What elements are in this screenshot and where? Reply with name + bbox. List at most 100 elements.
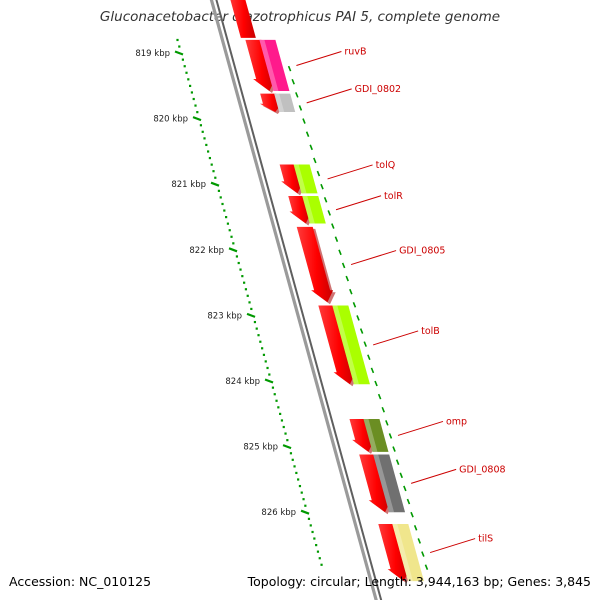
cds-arrow <box>245 39 276 92</box>
gene-label: tolR <box>384 191 403 202</box>
scale-minor-tick <box>255 327 258 330</box>
scale-minor-tick <box>259 340 262 343</box>
feature-block-highlight <box>373 454 395 513</box>
cds-arrow <box>349 419 375 452</box>
feature-lane-tick <box>399 472 403 479</box>
scale-kbp-label: 821 kbp <box>171 180 206 190</box>
scale-minor-tick <box>225 216 228 219</box>
scale-minor-tick <box>280 419 284 422</box>
feature-block <box>293 164 318 194</box>
feature-block-highlight <box>302 196 315 224</box>
scale-minor-tick <box>311 530 314 534</box>
scale-minor-tick <box>181 58 185 61</box>
feature-lane-tick <box>349 288 353 295</box>
gene-leader-line <box>327 164 373 180</box>
scale-minor-tick <box>261 347 264 350</box>
feature-lane-tick <box>302 118 306 124</box>
scale-minor-tick <box>207 150 210 153</box>
scale-minor-tick <box>243 281 246 284</box>
feature-lane-tick <box>395 459 400 466</box>
scale-minor-tick <box>318 557 321 560</box>
scale-minor-tick <box>289 452 293 455</box>
scale-minor-tick <box>293 465 296 468</box>
scale-minor-tick <box>266 366 269 370</box>
feature-lane-tick <box>291 78 295 85</box>
scale-major-tick <box>264 378 274 384</box>
feature-lane-tick <box>377 393 382 400</box>
scale-kbp-label: 820 kbp <box>153 115 188 125</box>
gene-leader-line <box>335 195 382 211</box>
scale-minor-tick <box>248 301 251 304</box>
scale-minor-tick <box>190 91 194 94</box>
feature-lane-tick <box>363 341 367 347</box>
gene-leader-line <box>397 420 444 436</box>
scale-minor-tick <box>279 412 282 415</box>
feature-lane-tick <box>370 367 375 374</box>
scale-minor-tick <box>219 196 222 199</box>
scale-minor-tick <box>297 478 300 481</box>
scale-minor-tick <box>300 491 303 494</box>
scale-minor-tick <box>257 334 260 337</box>
scale-minor-tick <box>194 104 197 107</box>
feature-lane-tick <box>305 131 310 138</box>
gene-leader-line <box>410 468 457 484</box>
feature-lane-tick <box>352 301 357 308</box>
feature-block <box>274 93 296 113</box>
gene-label: tolQ <box>376 160 396 171</box>
scale-minor-tick <box>201 130 204 133</box>
gene-label: tolB <box>421 326 440 337</box>
map-title: Gluconacetobacter diazotrophicus PAI 5, … <box>99 9 501 25</box>
scale-major-tick <box>174 50 184 56</box>
scale-minor-tick <box>282 425 285 429</box>
feature-lane-tick <box>417 538 421 544</box>
feature-lane-tick <box>392 446 396 452</box>
gene-leader-line <box>429 538 476 554</box>
scale-minor-tick <box>189 84 192 87</box>
cds-arrow <box>296 226 334 303</box>
genome-summary-text: Topology: circular; Length: 3,944,163 bp… <box>247 574 591 589</box>
feature-lane-tick <box>388 433 393 439</box>
feature-lane-tick <box>406 498 411 505</box>
feature-lane-tick <box>295 92 299 98</box>
gene-leader-line <box>296 50 342 66</box>
scale-minor-tick <box>295 471 298 475</box>
scale-minor-tick <box>212 170 215 173</box>
scale-minor-tick <box>223 209 226 212</box>
scale-minor-tick <box>315 544 318 547</box>
feature-lane-tick <box>338 249 342 256</box>
scale-major-tick <box>246 312 256 318</box>
accession-text: Accession: NC_010125 <box>9 574 152 589</box>
scale-minor-tick <box>275 399 278 402</box>
feature-lane-tick <box>421 551 425 557</box>
gene-leader-line <box>372 330 419 346</box>
feature-block-highlight <box>332 305 359 385</box>
scale-minor-tick <box>183 65 186 68</box>
feature-lane-tick <box>374 380 378 387</box>
feature-lane-tick <box>367 354 371 361</box>
feature-lane-tick <box>334 236 339 242</box>
scale-minor-tick <box>253 320 257 324</box>
feature-lane-tick <box>410 511 414 518</box>
scale-minor-tick <box>291 458 294 461</box>
scale-minor-tick <box>232 242 235 245</box>
scale-minor-tick <box>235 255 239 258</box>
scale-minor-tick <box>286 439 289 442</box>
feature-block <box>302 196 326 224</box>
gene-label: tilS <box>478 534 493 545</box>
scale-minor-tick <box>307 517 311 520</box>
gene-label: GDI_0805 <box>399 246 445 257</box>
feature-lane-tick <box>385 420 389 426</box>
scale-minor-tick <box>304 504 307 507</box>
feature-block <box>392 524 424 582</box>
feature-lane-tick <box>331 223 335 229</box>
gene-label: ruvB <box>344 46 366 57</box>
scale-minor-tick <box>244 288 248 291</box>
scale-minor-tick <box>284 432 287 435</box>
feature-lane-tick <box>424 564 429 570</box>
feature-lane-tick <box>320 183 324 190</box>
scale-minor-tick <box>199 124 203 127</box>
scale-minor-tick <box>273 393 276 396</box>
scale-minor-tick <box>205 143 208 147</box>
scale-minor-tick <box>313 537 316 540</box>
